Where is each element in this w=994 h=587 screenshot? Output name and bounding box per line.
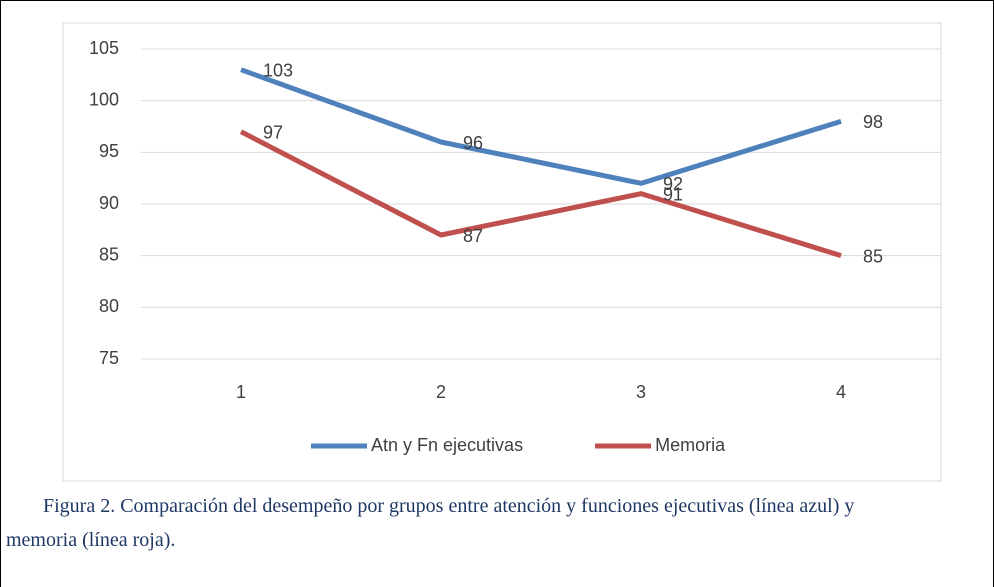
y-tick-label: 85 bbox=[99, 244, 119, 264]
x-tick-label: 2 bbox=[436, 382, 446, 402]
y-tick-label: 75 bbox=[99, 348, 119, 368]
data-label: 91 bbox=[663, 184, 683, 204]
data-label: 92 bbox=[663, 174, 683, 194]
caption: Figura 2. Comparación del desempeño por … bbox=[6, 495, 855, 551]
data-label: 87 bbox=[463, 226, 483, 246]
legend-label: Atn y Fn ejecutivas bbox=[371, 435, 523, 455]
x-tick-label: 4 bbox=[836, 382, 846, 402]
y-tick-label: 105 bbox=[89, 38, 119, 58]
data-label: 103 bbox=[263, 60, 293, 80]
data-label: 97 bbox=[263, 122, 283, 142]
data-line bbox=[239, 129, 842, 259]
y-tick-label: 90 bbox=[99, 193, 119, 213]
y-tick-label: 100 bbox=[89, 89, 119, 109]
legend-label: Memoria bbox=[655, 435, 726, 455]
data-label: 85 bbox=[863, 246, 883, 266]
data-line bbox=[240, 67, 842, 186]
x-tick-label: 3 bbox=[636, 382, 646, 402]
x-tick-label: 1 bbox=[236, 382, 246, 402]
y-tick-label: 80 bbox=[99, 296, 119, 316]
chart-frame bbox=[62, 22, 942, 482]
data-label: 96 bbox=[463, 133, 483, 153]
data-label: 98 bbox=[863, 112, 883, 132]
y-tick-label: 95 bbox=[99, 141, 119, 161]
